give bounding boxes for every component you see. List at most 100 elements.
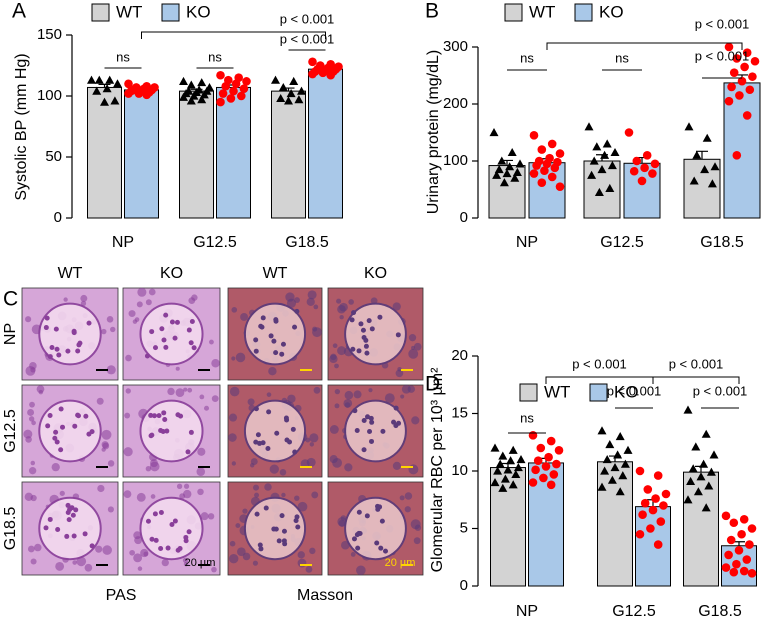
cell — [143, 551, 149, 557]
cell — [350, 552, 356, 557]
nucleus — [281, 528, 287, 534]
cell — [183, 387, 188, 392]
cell — [55, 562, 65, 571]
data-point — [727, 82, 736, 92]
cell — [231, 461, 236, 466]
data-point — [511, 469, 521, 479]
data-point — [242, 77, 251, 86]
data-point — [600, 150, 610, 159]
annotation: ns — [615, 50, 629, 65]
y-tick-label: 300 — [443, 38, 468, 55]
data-point — [510, 173, 520, 182]
data-point — [747, 569, 757, 578]
nucleus — [357, 531, 363, 537]
data-point — [308, 57, 317, 67]
annotation: p < 0.001 — [695, 48, 750, 63]
data-point — [508, 445, 518, 454]
nucleus — [177, 545, 183, 551]
cell — [407, 385, 416, 393]
nucleus — [368, 415, 374, 421]
legend-swatch — [91, 3, 110, 22]
cell — [187, 387, 193, 393]
y-tick-label: 5 — [460, 519, 468, 536]
nucleus — [174, 319, 180, 325]
cell — [23, 429, 33, 439]
data-point — [221, 81, 230, 91]
cell — [339, 302, 348, 312]
cell — [334, 403, 340, 409]
data-point — [490, 443, 500, 452]
nucleus — [283, 415, 289, 421]
data-point — [513, 463, 523, 472]
data-point — [179, 92, 188, 101]
nucleus — [161, 337, 167, 343]
cell — [240, 313, 248, 321]
data-point — [602, 139, 612, 148]
cell — [106, 315, 114, 323]
cell — [228, 433, 237, 442]
data-point — [529, 169, 539, 178]
x-tick-label: NP — [516, 234, 538, 251]
data-point — [492, 170, 502, 179]
nucleus — [56, 352, 62, 358]
bar — [216, 86, 251, 219]
cell — [149, 461, 160, 472]
bar — [124, 89, 159, 219]
data-point — [709, 450, 719, 459]
cell — [136, 301, 143, 308]
nucleus — [169, 521, 175, 527]
data-point — [646, 524, 655, 533]
nucleus — [163, 344, 169, 350]
cell — [72, 560, 78, 565]
data-point — [284, 96, 293, 105]
cell — [150, 494, 156, 499]
nucleus — [162, 417, 168, 423]
nucleus — [253, 406, 259, 412]
cell — [344, 390, 354, 400]
nucleus — [70, 512, 76, 518]
annotation: p < 0.001 — [280, 11, 335, 26]
nucleus — [254, 511, 260, 517]
nucleus — [58, 406, 64, 412]
nucleus — [265, 445, 271, 451]
data-point — [724, 550, 733, 560]
cell — [125, 388, 131, 394]
nucleus — [349, 317, 355, 323]
data-point — [724, 42, 734, 52]
nucleus — [55, 527, 61, 533]
data-point — [546, 480, 556, 490]
cell — [30, 494, 37, 502]
nucleus — [188, 340, 194, 346]
data-point — [632, 156, 642, 166]
data-point — [493, 466, 503, 475]
data-point — [308, 69, 317, 79]
cell — [31, 420, 36, 426]
cell — [266, 392, 272, 397]
cell — [183, 561, 189, 567]
cell — [101, 429, 112, 440]
nucleus — [271, 338, 277, 344]
nucleus — [54, 439, 60, 445]
nucleus — [253, 337, 259, 343]
cell — [30, 367, 36, 373]
data-point — [502, 169, 512, 178]
nucleus — [263, 505, 269, 511]
nucleus — [191, 345, 197, 351]
cell — [339, 315, 344, 320]
data-point — [729, 518, 739, 528]
data-point — [729, 567, 739, 577]
x-tick-label: NP — [112, 234, 134, 251]
y-tick-label: 150 — [37, 26, 62, 43]
nucleus — [276, 538, 282, 544]
nucleus — [279, 351, 285, 357]
cell — [191, 294, 198, 301]
data-point — [661, 489, 671, 499]
cell — [51, 462, 60, 472]
cell — [183, 483, 190, 489]
legend-swatch — [574, 3, 593, 22]
nucleus — [45, 423, 51, 429]
data-point — [692, 150, 702, 159]
nucleus — [271, 526, 277, 532]
data-point — [542, 159, 552, 169]
data-point — [584, 122, 594, 131]
